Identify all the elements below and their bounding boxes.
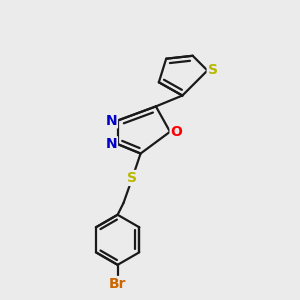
Text: Br: Br bbox=[109, 277, 126, 291]
Text: S: S bbox=[208, 64, 218, 77]
Text: S: S bbox=[127, 171, 137, 185]
Text: O: O bbox=[171, 125, 182, 139]
Text: N: N bbox=[105, 137, 117, 151]
Text: N: N bbox=[105, 114, 117, 128]
